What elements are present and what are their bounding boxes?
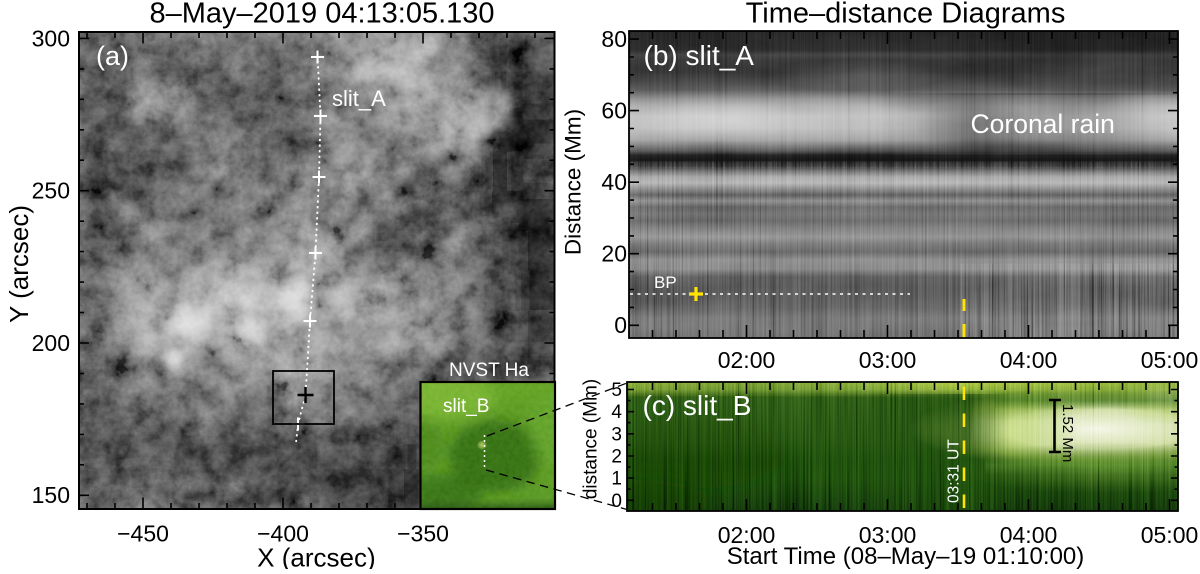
svg-text:2: 2 — [611, 447, 622, 468]
svg-text:0: 0 — [614, 312, 627, 338]
svg-text:−400: −400 — [257, 521, 309, 547]
svg-text:02:00: 02:00 — [718, 347, 776, 373]
svg-text:Start Time (08–May–19 01:10:00: Start Time (08–May–19 01:10:00) — [727, 543, 1085, 569]
svg-text:03:00: 03:00 — [859, 522, 917, 548]
svg-text:NVST Ha: NVST Ha — [449, 360, 529, 381]
svg-text:−350: −350 — [397, 521, 449, 547]
svg-text:distance (Mm): distance (Mm) — [581, 379, 602, 499]
svg-text:(c) slit_B: (c) slit_B — [643, 390, 752, 421]
svg-text:5: 5 — [611, 380, 622, 401]
svg-text:03:00: 03:00 — [859, 347, 917, 373]
svg-text:1.52 Mm: 1.52 Mm — [1059, 404, 1076, 462]
svg-text:Y (arcsec): Y (arcsec) — [4, 205, 34, 323]
svg-text:40: 40 — [601, 169, 627, 195]
svg-text:−450: −450 — [117, 521, 169, 547]
svg-text:04:00: 04:00 — [1000, 522, 1058, 548]
svg-text:02:00: 02:00 — [718, 522, 776, 548]
svg-text:BP: BP — [654, 273, 677, 292]
svg-text:250: 250 — [32, 178, 70, 204]
svg-text:05:00: 05:00 — [1141, 522, 1199, 548]
svg-text:200: 200 — [32, 330, 70, 356]
svg-text:(b) slit_A: (b) slit_A — [644, 40, 755, 71]
svg-text:0: 0 — [611, 491, 622, 512]
svg-text:20: 20 — [601, 241, 627, 267]
svg-text:80: 80 — [601, 26, 627, 52]
svg-text:slit_B: slit_B — [443, 396, 489, 417]
svg-text:Time–distance Diagrams: Time–distance Diagrams — [746, 0, 1066, 30]
svg-text:05:00: 05:00 — [1141, 347, 1199, 373]
svg-text:1: 1 — [611, 469, 622, 490]
svg-text:slit_A: slit_A — [332, 86, 386, 111]
svg-text:Coronal rain: Coronal rain — [971, 109, 1115, 139]
svg-text:04:00: 04:00 — [1000, 347, 1058, 373]
svg-text:Distance (Mm): Distance (Mm) — [561, 109, 586, 255]
svg-text:300: 300 — [32, 25, 70, 51]
svg-text:60: 60 — [601, 98, 627, 124]
svg-text:(a): (a) — [96, 41, 129, 71]
svg-text:4: 4 — [611, 402, 622, 423]
svg-text:03:31 UT: 03:31 UT — [946, 439, 963, 503]
svg-text:3: 3 — [611, 424, 622, 445]
svg-text:X (arcsec): X (arcsec) — [257, 543, 375, 570]
svg-text:8–May–2019 04:13:05.130: 8–May–2019 04:13:05.130 — [149, 0, 494, 30]
svg-text:150: 150 — [32, 482, 70, 508]
